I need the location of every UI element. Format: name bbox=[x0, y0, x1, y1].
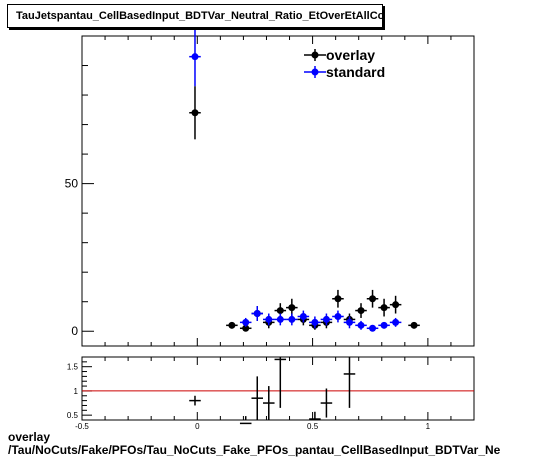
footer-caption: overlay /Tau/NoCuts/Fake/PFOs/Tau_NoCuts… bbox=[8, 431, 500, 457]
standard-point bbox=[334, 312, 342, 320]
chart-title: TauJetspantau_CellBasedInput_BDTVar_Neut… bbox=[7, 4, 383, 28]
standard-point bbox=[276, 315, 284, 323]
main-axes: 0 50 bbox=[65, 35, 475, 347]
standard-point bbox=[265, 315, 273, 323]
ratio-x-tick-label: 1 bbox=[426, 422, 431, 431]
ratio-axes: -0.5 0 0.5 1 0.5 1 1.5 bbox=[67, 356, 475, 431]
standard-point bbox=[288, 315, 296, 323]
ratio-x-tick-label: 0 bbox=[195, 422, 200, 431]
main-series bbox=[189, 27, 420, 332]
standard-point bbox=[345, 318, 353, 326]
standard-point bbox=[322, 315, 330, 323]
overlay-point bbox=[410, 321, 418, 329]
series-overlay bbox=[189, 86, 420, 332]
ratio-frame bbox=[81, 356, 475, 421]
overlay-point bbox=[276, 307, 284, 315]
overlay-point bbox=[242, 324, 250, 332]
legend-entry-standard: standard bbox=[304, 64, 385, 80]
footer-line-1: overlay bbox=[8, 430, 51, 444]
standard-point bbox=[253, 310, 261, 318]
overlay-point bbox=[334, 295, 342, 303]
series-standard bbox=[189, 27, 402, 332]
overlay-point bbox=[228, 321, 236, 329]
ratio-y-tick-label: 1.5 bbox=[67, 363, 79, 372]
ratio-y-tick-label: 1 bbox=[74, 387, 79, 396]
main-frame bbox=[81, 35, 475, 347]
legend-entry-overlay: overlay bbox=[304, 47, 375, 63]
ratio-series bbox=[189, 357, 356, 425]
main-y-tick-label: 0 bbox=[71, 324, 78, 338]
footer-line-2: /Tau/NoCuts/Fake/PFOs/Tau_NoCuts_Fake_PF… bbox=[8, 443, 501, 457]
ratio-x-tick-label: 0.5 bbox=[307, 422, 319, 431]
standard-point bbox=[357, 321, 365, 329]
standard-point bbox=[299, 312, 307, 320]
main-y-tick-label: 50 bbox=[65, 177, 79, 191]
standard-point bbox=[392, 318, 400, 326]
overlay-point bbox=[392, 301, 400, 309]
ratio-y-tick-label: 0.5 bbox=[67, 411, 79, 420]
ratio-x-tick-label: -0.5 bbox=[75, 422, 89, 431]
standard-point bbox=[242, 318, 250, 326]
legend-marker-dot bbox=[311, 51, 319, 59]
standard-point bbox=[369, 324, 377, 332]
standard-point bbox=[311, 318, 319, 326]
overlay-point bbox=[191, 109, 199, 117]
legend-label: overlay bbox=[326, 47, 375, 63]
overlay-point bbox=[288, 304, 296, 312]
standard-point bbox=[191, 53, 199, 61]
legend-marker-dot bbox=[311, 68, 319, 76]
standard-point bbox=[380, 321, 388, 329]
overlay-point bbox=[380, 304, 388, 312]
legend-label: standard bbox=[326, 64, 385, 80]
overlay-point bbox=[369, 295, 377, 303]
overlay-point bbox=[357, 307, 365, 315]
